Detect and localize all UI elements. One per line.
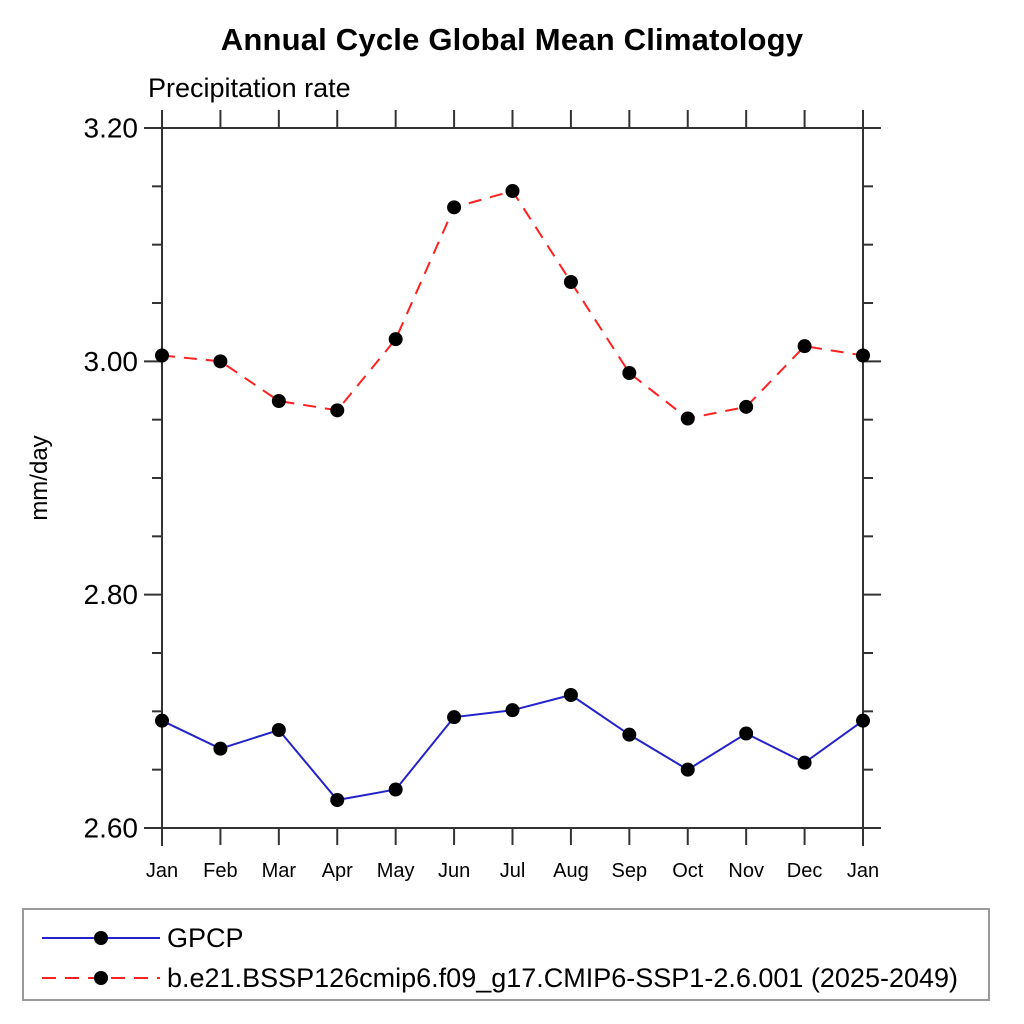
x-axis-tick-labels: Jan Feb Mar Apr May Jun Jul Aug Sep Oct Nov Dec Jan <box>146 860 879 882</box>
series-1-data-point <box>271 394 286 408</box>
series-1-data-point <box>505 184 520 198</box>
series-1-data-point <box>622 366 637 380</box>
x-axis-tick-label: Sep <box>612 860 648 882</box>
series-1-data-point <box>447 200 462 215</box>
legend-entry-ssp126: b.e21.BSSP126cmip6.f09_g17.CMIP6-SSP1-2.… <box>40 963 958 993</box>
series-1-data-point <box>155 348 169 363</box>
x-axis-tick-label: Jun <box>438 860 470 882</box>
series-0-data-point <box>505 703 520 718</box>
series-0-data-point <box>447 710 462 725</box>
series-1-data-point <box>388 332 403 347</box>
series-1-data-point <box>330 403 345 418</box>
x-axis-tick-label: Dec <box>787 860 823 882</box>
x-axis-tick-label: Jan <box>847 860 879 882</box>
x-axis-tick-label: Jan <box>146 860 178 882</box>
chart-subtitle: Precipitation rate <box>148 73 351 103</box>
gpcp-sample-marker <box>94 931 108 945</box>
series-0-data-point <box>155 713 169 728</box>
series-1-line <box>161 189 864 420</box>
x-axis-tick-label: Oct <box>672 860 704 882</box>
x-axis-tick-label: Mar <box>262 860 297 882</box>
y-axis-tick-label: 3.20 <box>84 113 139 144</box>
axes-frame <box>144 110 881 846</box>
x-axis-tick-label: May <box>377 860 415 882</box>
legend-label-gpcp: GPCP <box>167 922 244 953</box>
series-1-data-point <box>797 339 812 354</box>
ssp126-line-sample-icon <box>42 971 160 985</box>
series-0-data-point <box>213 741 228 756</box>
series-0-data-point <box>622 727 637 742</box>
gpcp-line-sample-icon <box>42 931 160 945</box>
series-1-data-point <box>563 275 578 289</box>
legend-label-ssp126: b.e21.BSSP126cmip6.f09_g17.CMIP6-SSP1-2.… <box>167 962 959 993</box>
series-1-group <box>155 184 870 426</box>
y-axis-tick-label: 2.80 <box>84 579 139 610</box>
series-0-data-point <box>739 726 754 741</box>
series-0-data-point <box>797 755 812 770</box>
y-axis-ticks <box>144 127 881 829</box>
series-1-data-point <box>213 354 228 369</box>
series-0-data-point <box>680 762 695 777</box>
series-0-data-point <box>271 723 286 737</box>
legend-entry-gpcp: GPCP <box>40 923 244 953</box>
series-1-data-point <box>680 411 695 426</box>
x-axis-tick-label: Jul <box>500 860 526 882</box>
y-axis-tick-label: 2.60 <box>84 813 139 844</box>
series-0-markers <box>155 688 870 807</box>
series-0-data-point <box>388 782 403 797</box>
series-0-data-point <box>856 713 870 728</box>
x-axis-tick-label: Feb <box>203 860 237 882</box>
series-0-data-point <box>330 793 345 807</box>
series-1-markers <box>155 184 870 426</box>
series-0-group <box>155 688 870 807</box>
series-1-data-point <box>856 348 870 363</box>
x-axis-ticks <box>161 110 864 845</box>
y-axis-tick-labels: 2.60 2.80 3.00 3.20 <box>84 113 139 844</box>
x-axis-tick-label: Nov <box>728 860 764 882</box>
x-axis-tick-label: Apr <box>322 860 353 882</box>
legend-box: GPCP b.e21.BSSP126cmip6.f09_g17.CMIP6-SS… <box>22 908 990 1001</box>
series-1-data-point <box>739 399 754 414</box>
ssp126-sample-marker <box>94 971 108 985</box>
chart-title: Annual Cycle Global Mean Climatology <box>220 22 804 57</box>
y-axis-tick-label: 3.00 <box>84 346 139 377</box>
x-axis-tick-label: Aug <box>553 860 589 882</box>
series-0-data-point <box>563 688 578 702</box>
